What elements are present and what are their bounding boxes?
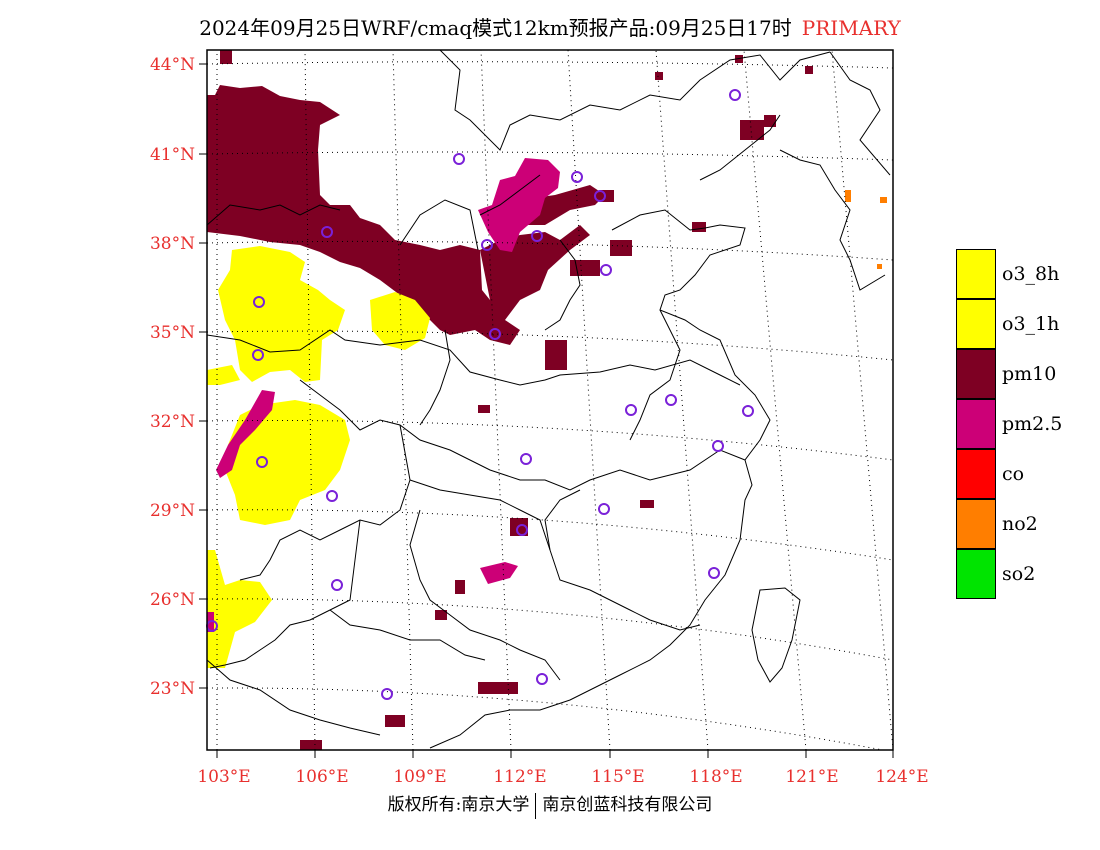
legend-swatch-so2	[956, 549, 996, 599]
lat-label-38: 38°N	[150, 234, 195, 254]
lon-label-112: 112°E	[493, 767, 546, 787]
pm25-region-north	[478, 158, 560, 252]
pollution-fields	[207, 50, 887, 750]
lon-label-115: 115°E	[591, 767, 644, 787]
pm25-region-west	[216, 390, 275, 478]
legend-item-no2: no2	[956, 499, 1096, 549]
legend-label-pm10: pm10	[1002, 363, 1057, 385]
legend-item-pm25: pm2.5	[956, 399, 1096, 449]
legend-item-pm10: pm10	[956, 349, 1096, 399]
legend-label-o3-8h: o3_8h	[1002, 263, 1060, 285]
lon-label-124: 124°E	[875, 767, 928, 787]
lat-label-23: 23°N	[150, 679, 195, 699]
lon-label-106: 106°E	[295, 767, 348, 787]
latitude-labels: 44°N 41°N 38°N 35°N 32°N 29°N 26°N 23°N	[150, 55, 195, 699]
pollutant-legend: o3_8h o3_1h pm10 pm2.5 co no2 so2	[956, 249, 1096, 599]
lat-label-41: 41°N	[150, 145, 195, 165]
primary-tag: PRIMARY	[801, 16, 901, 40]
lat-label-35: 35°N	[150, 323, 195, 343]
lat-label-26: 26°N	[150, 590, 195, 610]
lon-label-118: 118°E	[689, 767, 742, 787]
legend-item-o3-1h: o3_1h	[956, 299, 1096, 349]
legend-label-o3-1h: o3_1h	[1002, 313, 1060, 335]
longitude-labels: 103°E 106°E 109°E 112°E 115°E 118°E 121°…	[197, 767, 928, 787]
legend-swatch-o3-1h	[956, 299, 996, 349]
map-title: 2024年09月25日WRF/cmaq模式12km预报产品:09月25日17时 P…	[0, 12, 1100, 41]
copyright-left: 版权所有:南京大学	[387, 795, 530, 815]
station-markers	[206, 89, 754, 700]
copyright-right: 南京创蓝科技有限公司	[542, 795, 713, 815]
pm10-region-northwest	[207, 85, 505, 335]
legend-item-so2: so2	[956, 549, 1096, 599]
lat-label-29: 29°N	[150, 501, 195, 521]
legend-label-pm25: pm2.5	[1002, 413, 1063, 435]
o3-region-west-north	[218, 246, 345, 382]
lat-label-32: 32°N	[150, 412, 195, 432]
legend-swatch-pm25	[956, 399, 996, 449]
boundaries	[207, 50, 891, 749]
map-frame	[206, 49, 894, 751]
copyright-footer: 版权所有:南京大学 南京创蓝科技有限公司	[0, 790, 1100, 819]
legend-item-o3-8h: o3_8h	[956, 249, 1096, 299]
pm10-region-central	[475, 225, 590, 345]
legend-swatch-no2	[956, 499, 996, 549]
legend-swatch-o3-8h	[956, 249, 996, 299]
o3-region-left-edge	[207, 365, 240, 385]
axis-ticks	[199, 63, 894, 758]
lon-label-109: 109°E	[393, 767, 446, 787]
legend-label-so2: so2	[1002, 563, 1036, 585]
pm25-region-south	[480, 562, 518, 584]
legend-label-co: co	[1002, 463, 1025, 485]
title-text: 2024年09月25日WRF/cmaq模式12km预报产品:09月25日17时	[199, 16, 792, 40]
graticule	[207, 50, 893, 750]
footer-separator	[535, 792, 537, 819]
legend-item-co: co	[956, 449, 1096, 499]
o3-region-west-south	[225, 400, 350, 525]
lon-label-121: 121°E	[785, 767, 838, 787]
legend-swatch-pm10	[956, 349, 996, 399]
pm10-region-north	[520, 185, 605, 225]
no2-scattered-cells	[845, 190, 887, 269]
o3-region-center-patch	[370, 292, 430, 350]
legend-swatch-co	[956, 449, 996, 499]
pm10-scattered-cells	[220, 50, 813, 750]
lon-label-103: 103°E	[197, 767, 250, 787]
lat-label-44: 44°N	[150, 55, 195, 75]
legend-label-no2: no2	[1002, 513, 1038, 535]
o3-region-far-south	[207, 550, 272, 668]
